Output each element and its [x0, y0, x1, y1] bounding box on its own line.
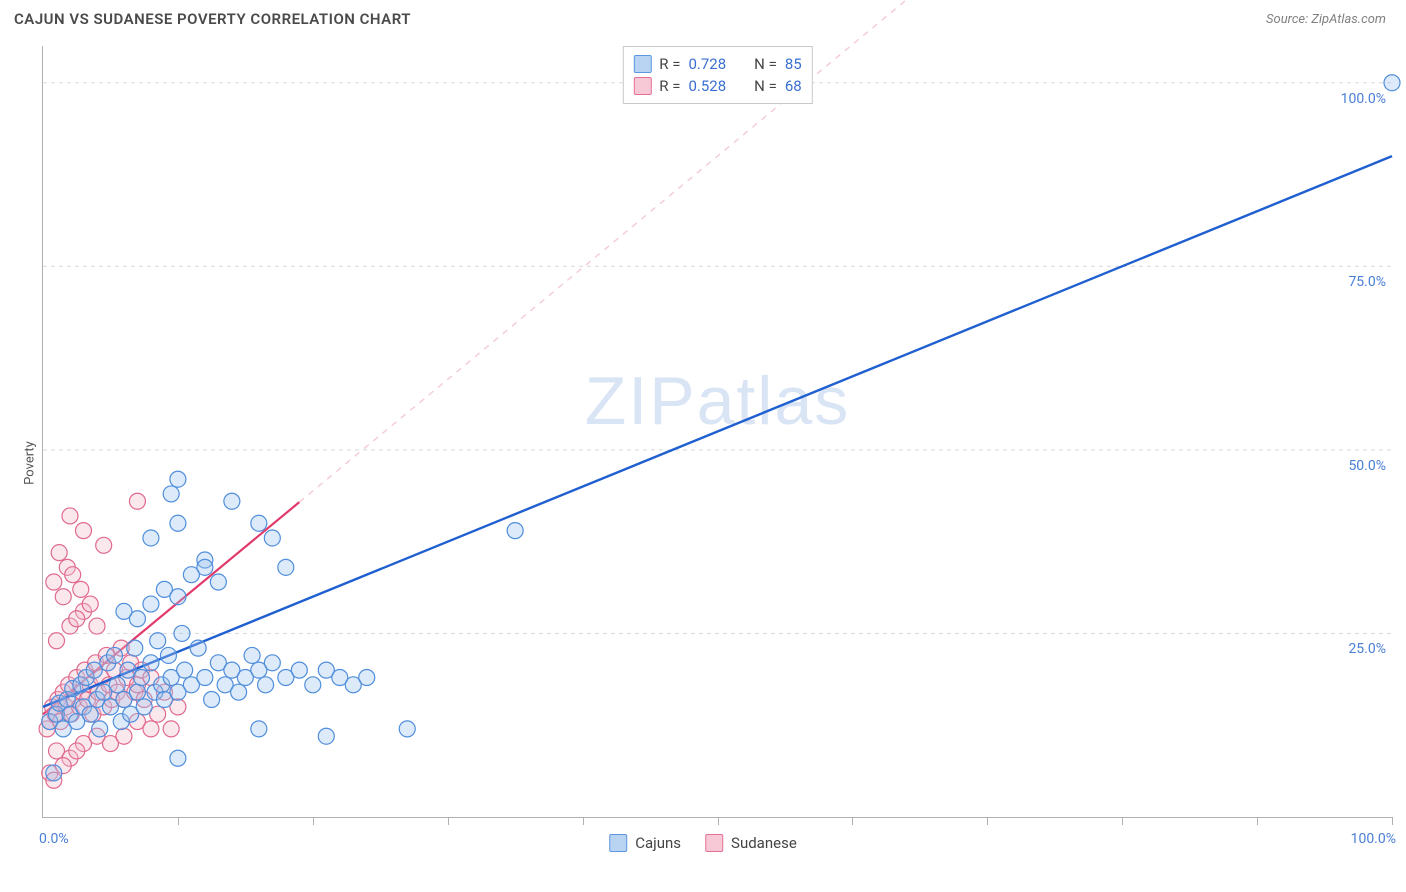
correlation-legend-row: R = 0.728 N = 85 [633, 53, 801, 75]
y-tick-label: 75.0% [1348, 274, 1386, 290]
y-tick-label: 50.0% [1348, 458, 1386, 474]
series-legend-label: Sudanese [731, 834, 797, 852]
legend-swatch [633, 77, 651, 95]
series-legend-item: Cajuns [609, 834, 681, 852]
series-legend-label: Cajuns [635, 834, 681, 852]
x-tick [1122, 817, 1123, 825]
legend-swatch [633, 55, 651, 73]
x-tick [178, 817, 179, 825]
y-axis-label: Poverty [22, 441, 37, 485]
legend-n-label: N = [754, 55, 777, 73]
plot-area: ZIPatlas R =0.728N =85R =0.528N =68 25.0… [42, 46, 1392, 818]
x-tick [583, 817, 584, 825]
source-label: Source: ZipAtlas.com [1266, 12, 1386, 27]
chart-title: CAJUN VS SUDANESE POVERTY CORRELATION CH… [14, 10, 411, 28]
legend-n-value: 85 [785, 55, 802, 73]
correlation-legend-row: R = 0.528 N = 68 [633, 75, 801, 97]
x-tick [1257, 817, 1258, 825]
x-tick [987, 817, 988, 825]
y-tick-label: 25.0% [1348, 641, 1386, 657]
legend-swatch [705, 834, 723, 852]
plot-svg [43, 46, 1392, 817]
series-legend-item: Sudanese [705, 834, 797, 852]
x-min-label: 0.0% [39, 831, 69, 847]
y-tick-label: 100.0% [1341, 91, 1386, 107]
x-max-label: 100.0% [1351, 831, 1396, 847]
legend-n-value: 68 [785, 77, 802, 95]
legend-r-value: 0.528 [688, 77, 726, 95]
chart-container: Poverty ZIPatlas R =0.728N =85R =0.528N … [0, 38, 1406, 888]
legend-r-label: R = [659, 77, 680, 95]
legend-swatch [609, 834, 627, 852]
x-tick [852, 817, 853, 825]
x-tick [313, 817, 314, 825]
legend-n-label: N = [754, 77, 777, 95]
legend-r-value: 0.728 [688, 55, 726, 73]
x-tick [1392, 817, 1393, 825]
x-tick [448, 817, 449, 825]
series-legend: Cajuns Sudanese [609, 834, 797, 852]
legend-r-label: R = [659, 55, 680, 73]
x-tick [718, 817, 719, 825]
correlation-legend: R = 0.728 N = 85 R = 0.528 N = 68 [622, 46, 812, 104]
